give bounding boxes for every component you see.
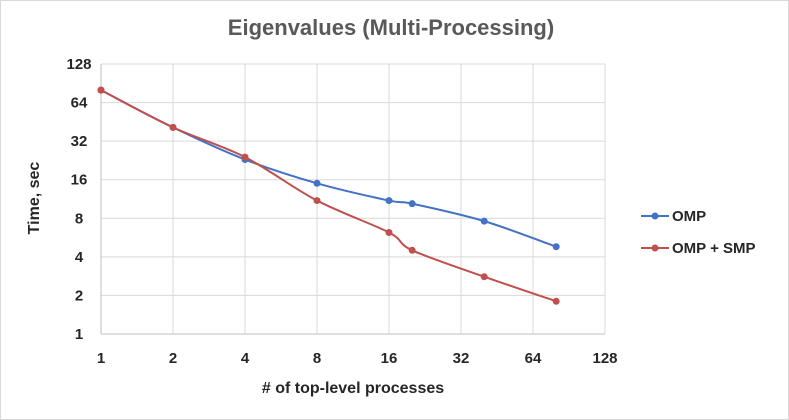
legend: OMP OMP + SMP bbox=[641, 208, 756, 257]
data-point-omp-smp bbox=[97, 86, 105, 94]
data-point-omp-smp bbox=[552, 297, 560, 305]
series-line-omp-smp bbox=[100, 89, 557, 303]
y-tick-label: 32 bbox=[71, 133, 88, 150]
data-point-omp bbox=[313, 179, 321, 187]
data-point-omp-smp bbox=[480, 273, 488, 281]
chart-title: Eigenvalues (Multi-Processing) bbox=[228, 15, 554, 40]
x-axis-title: # of top-level processes bbox=[262, 380, 444, 397]
x-tick-label: 64 bbox=[525, 350, 542, 367]
x-tick-label: 8 bbox=[313, 350, 321, 367]
x-tick-label: 1 bbox=[97, 350, 105, 367]
y-tick-label: 4 bbox=[75, 249, 84, 266]
legend-label-omp-smp: OMP + SMP bbox=[672, 240, 756, 257]
y-tick-label: 2 bbox=[75, 287, 83, 304]
series-line-omp bbox=[100, 89, 557, 248]
x-tick-label: 16 bbox=[381, 350, 398, 367]
data-point-omp-smp bbox=[408, 246, 416, 254]
data-point-omp bbox=[480, 217, 488, 225]
y-tick-label: 64 bbox=[71, 95, 88, 112]
data-point-omp bbox=[408, 200, 416, 208]
data-point-omp bbox=[552, 243, 560, 251]
legend-label-omp: OMP bbox=[672, 208, 706, 225]
x-tick-label: 2 bbox=[169, 350, 177, 367]
x-tick-label: 128 bbox=[592, 350, 617, 367]
legend-marker-omp-smp bbox=[651, 244, 659, 252]
y-tick-label: 128 bbox=[66, 56, 91, 73]
x-tick-label: 4 bbox=[241, 350, 250, 367]
y-tick-label: 1 bbox=[75, 326, 83, 343]
x-tick-label: 32 bbox=[453, 350, 470, 367]
y-axis-title: Time, sec bbox=[26, 162, 43, 235]
data-point-omp-smp bbox=[385, 228, 393, 236]
data-point-omp-smp bbox=[241, 153, 249, 161]
legend-marker-omp bbox=[651, 212, 659, 220]
data-point-omp bbox=[385, 197, 393, 205]
data-point-omp-smp bbox=[169, 123, 177, 131]
y-tick-label: 16 bbox=[71, 172, 88, 189]
grid-layer bbox=[100, 63, 606, 335]
y-tick-label: 8 bbox=[75, 210, 83, 227]
axis-layer: 1 2 4 8 16 32 64 128 1 2 4 8 16 32 64 128 bbox=[66, 56, 617, 367]
data-point-omp-smp bbox=[313, 197, 321, 205]
series-layer bbox=[97, 86, 560, 305]
